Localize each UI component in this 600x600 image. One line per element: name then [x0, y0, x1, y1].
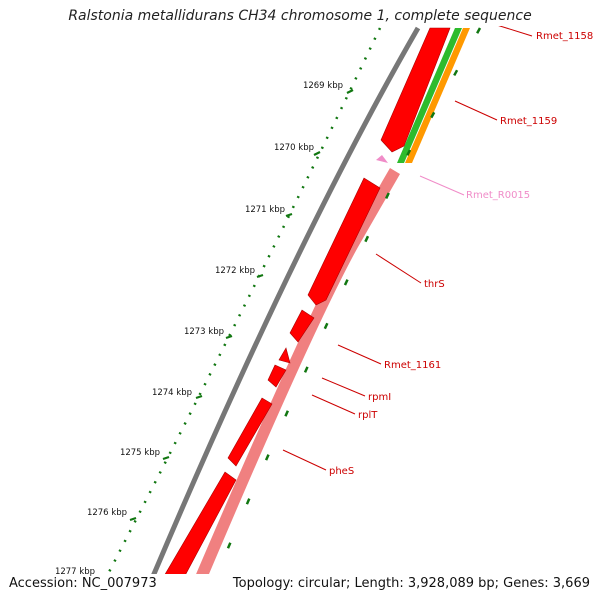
major-tick-group [129, 89, 354, 522]
leader-line-rmet-r0015 [419, 175, 465, 196]
map-title: Ralstonia metallidurans CH34 chromosome … [68, 8, 532, 24]
gene-label[interactable]: pheS [329, 466, 354, 477]
gene-label[interactable]: rplT [358, 410, 378, 421]
gene-thrs-block[interactable] [307, 177, 381, 306]
gc-content-lane [405, 28, 470, 163]
tick-label: 1271 kbp [245, 205, 285, 215]
gene-rmet-1161-block[interactable] [289, 309, 315, 343]
tick-label: 1276 kbp [87, 508, 127, 518]
tick-label: 1274 kbp [152, 388, 192, 398]
tick-label: 1272 kbp [215, 266, 255, 276]
gene-rpmi-block[interactable] [278, 347, 291, 364]
gene-label[interactable]: Rmet_1159 [500, 116, 557, 127]
inner-tick-ruler [215, 149, 412, 574]
inner-tick-ruler-top [428, 27, 482, 121]
gene-label[interactable]: thrS [424, 279, 445, 290]
minor-tick-ruler [106, 27, 382, 574]
accession-label: Accession: NC_007973 [9, 576, 157, 591]
tick-label: 1269 kbp [303, 81, 343, 91]
gene-label[interactable]: rpmI [368, 392, 391, 403]
gc-skew-lane [397, 28, 462, 163]
gene-rmet-1158-block[interactable] [380, 27, 451, 153]
tick-label: 1277 kbp [55, 567, 95, 577]
leader-lines [282, 26, 533, 471]
backbone-line [151, 26, 421, 574]
gene-label[interactable]: Rmet_1161 [384, 360, 441, 371]
gene-rmet-r0015-block[interactable] [376, 155, 388, 163]
tick-label: 1273 kbp [184, 327, 224, 337]
gene-lower-block[interactable] [150, 471, 237, 600]
tick-label: 1275 kbp [120, 448, 160, 458]
gene-rplt-block[interactable] [267, 364, 287, 388]
genome-stats: Topology: circular; Length: 3,928,089 bp… [232, 576, 590, 591]
gene-label[interactable]: Rmet_R0015 [466, 190, 530, 201]
tick-label: 1270 kbp [274, 143, 314, 153]
gene-phes-block[interactable] [227, 397, 273, 467]
reverse-strand-lane [196, 168, 400, 574]
gene-label[interactable]: Rmet_1158 [536, 31, 593, 42]
